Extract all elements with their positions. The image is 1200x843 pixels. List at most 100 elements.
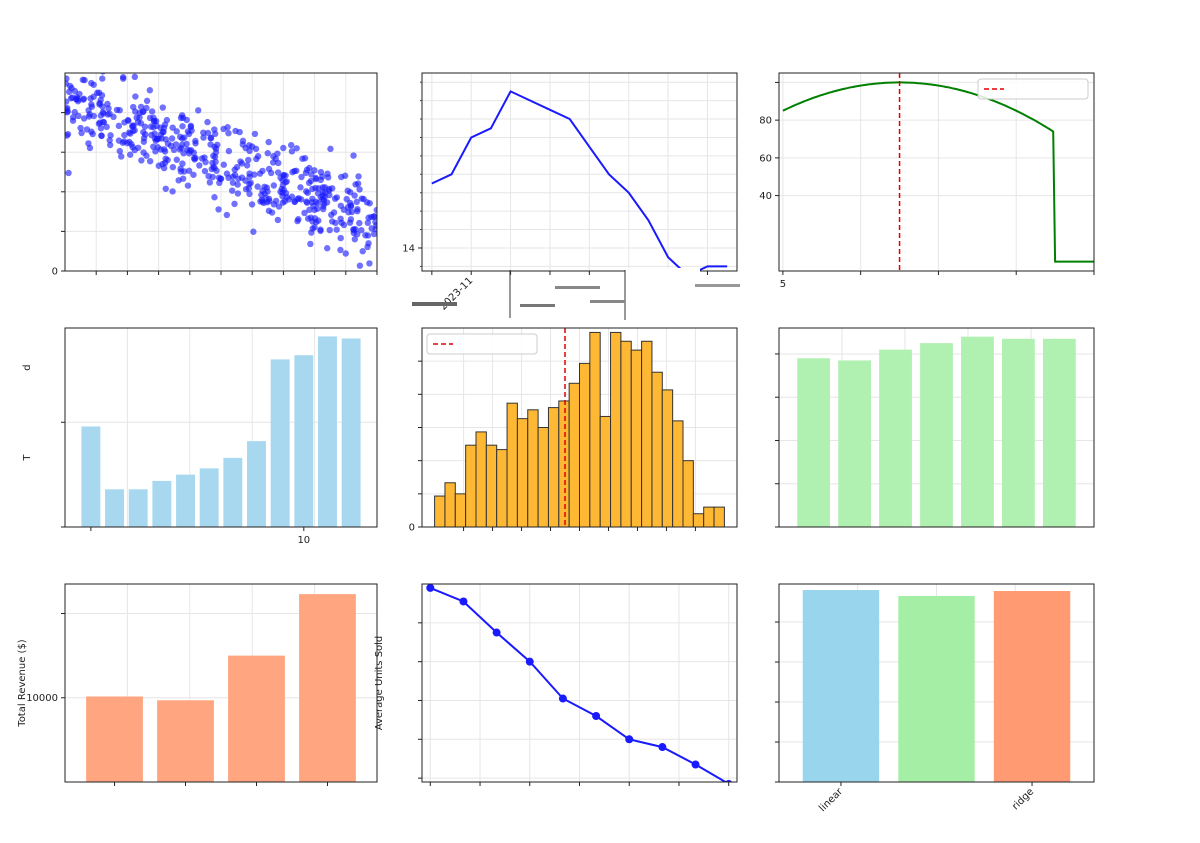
scatter-point <box>353 198 360 206</box>
scatter-point <box>288 141 295 149</box>
scatter-point <box>127 130 134 137</box>
scatter-point <box>250 228 257 235</box>
scatter-point <box>85 113 93 120</box>
scatter-point <box>248 201 256 208</box>
scatter-point <box>317 227 324 235</box>
scatter-point <box>141 123 149 130</box>
scatter-point <box>175 177 182 184</box>
scatter-point <box>310 202 317 210</box>
y-tick-label: 10000 <box>26 693 58 704</box>
scatter-point <box>69 94 76 101</box>
scatter-point <box>233 163 241 171</box>
line-marker <box>558 694 567 703</box>
scatter-point <box>297 184 304 191</box>
scatter-point <box>274 216 282 224</box>
scatter-point <box>185 167 193 174</box>
scatter-point <box>324 174 332 181</box>
bar <box>199 468 219 527</box>
scatter-point <box>225 129 232 137</box>
histogram-bar <box>537 427 549 527</box>
histogram-bar <box>547 407 560 527</box>
scatter-point <box>164 140 172 147</box>
scatter-point <box>150 143 157 150</box>
scatter-point <box>215 206 222 213</box>
scatter-point <box>146 157 154 165</box>
scatter-point <box>184 182 192 189</box>
bar <box>341 338 361 527</box>
bar <box>797 358 831 527</box>
scatter-point <box>275 203 283 210</box>
scatter-point <box>179 123 186 130</box>
scatter-point <box>246 190 253 198</box>
scatter-point <box>350 152 357 159</box>
scatter-point <box>200 129 207 136</box>
bar <box>1002 338 1035 527</box>
scatter-point <box>294 195 301 203</box>
legend-box <box>426 333 538 355</box>
histogram-bar <box>641 340 653 527</box>
legend <box>977 78 1089 100</box>
scatter-point <box>246 147 253 155</box>
scatter-point <box>155 162 162 169</box>
scatter-point <box>200 134 207 141</box>
artifact-strip <box>590 300 625 303</box>
scatter-point <box>116 147 123 155</box>
scatter-point <box>190 171 197 178</box>
scatter-point <box>65 109 71 116</box>
line-marker <box>625 735 634 744</box>
scatter-point <box>223 211 231 219</box>
plot-area <box>81 336 361 527</box>
scatter-point <box>285 196 293 203</box>
histogram-bar <box>465 444 477 527</box>
bar <box>157 700 214 782</box>
scatter-point <box>97 112 105 119</box>
scatter-point <box>272 155 279 162</box>
scatter-point <box>207 141 214 148</box>
histogram-bar <box>516 418 529 527</box>
scatter-point <box>153 135 161 142</box>
histogram-bar <box>630 349 643 527</box>
scatter-point <box>201 154 208 161</box>
histogram-bar <box>454 493 467 527</box>
histogram-bar <box>692 513 705 527</box>
scatter-point <box>354 180 362 187</box>
gridlines <box>422 73 737 271</box>
scatter-point <box>229 173 237 180</box>
scatter-point <box>173 156 180 163</box>
scatter-point <box>348 208 356 216</box>
scatter-point <box>127 151 134 158</box>
scatter-point <box>270 182 278 189</box>
bar <box>81 426 101 527</box>
scatter-point <box>356 219 363 227</box>
scatter-point <box>283 178 290 185</box>
bar <box>993 591 1071 782</box>
bar <box>920 343 953 527</box>
scatter-point <box>356 186 363 193</box>
plot-area <box>431 90 728 271</box>
histogram-bar <box>620 340 632 527</box>
scatter-point <box>75 112 82 120</box>
overlay-artifact <box>412 268 740 320</box>
scatter-point <box>217 175 225 182</box>
y-axis-label: d <box>22 364 33 370</box>
scatter-point <box>119 73 127 81</box>
scatter-point <box>239 141 246 148</box>
scatter-point <box>210 152 217 160</box>
scatter-point <box>146 87 154 94</box>
histogram-bar <box>485 444 498 527</box>
histogram-bar <box>703 506 715 527</box>
scatter-point <box>115 122 123 130</box>
scatter-point <box>231 200 238 208</box>
histogram-bar <box>682 460 694 527</box>
histogram-bar <box>579 362 591 527</box>
bar <box>128 489 148 527</box>
bar <box>879 349 912 527</box>
scatter-point <box>99 75 106 82</box>
bar <box>86 696 143 782</box>
scatter-point <box>132 93 139 100</box>
scatter-point <box>312 175 320 183</box>
legend-box <box>977 78 1089 100</box>
scatter-point <box>265 138 272 146</box>
scatter-point <box>350 229 357 237</box>
